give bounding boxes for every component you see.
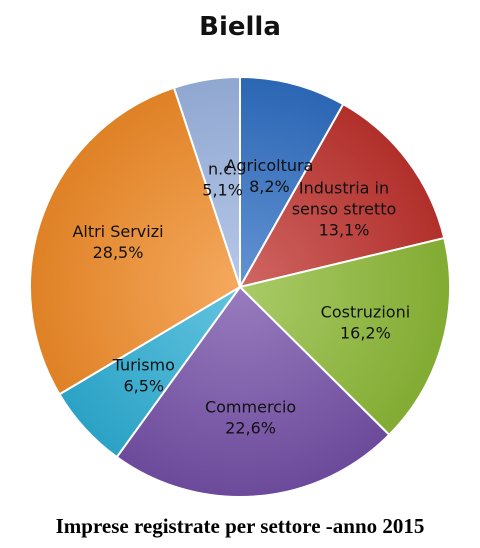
slice-industria-in-senso-stretto (237, 102, 446, 289)
chart-title: Biella (199, 12, 281, 42)
slice-n-c (172, 75, 241, 288)
slice-agricoltura (239, 75, 345, 291)
slice-label-agricoltura: Agricoltura 8,2% (225, 156, 313, 196)
slice-label-industria-in-senso-stretto: Industria in senso stretto 13,1% (292, 179, 397, 240)
slice-label-n-c: n.c. 5,1% (202, 160, 243, 200)
slice-label-costruzioni: Costruzioni 16,2% (321, 303, 411, 343)
slice-label-turismo: Turismo 6,5% (112, 355, 175, 395)
slice-label-commercio: Commercio 22,6% (205, 397, 296, 437)
chart-caption: Imprese registrate per settore -anno 201… (55, 514, 425, 538)
slice-commercio (115, 285, 391, 498)
slice-costruzioni (238, 236, 451, 437)
slice-altri-servizi (29, 86, 242, 396)
slice-label-altri-servizi: Altri Servizi 28,5% (72, 222, 163, 262)
